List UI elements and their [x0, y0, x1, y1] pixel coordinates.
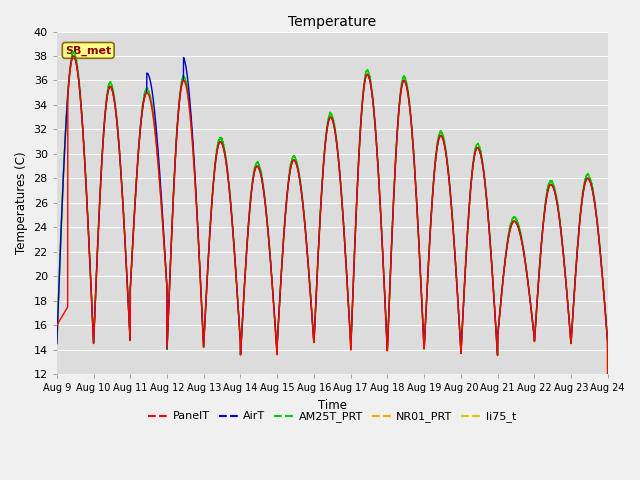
Title: Temperature: Temperature: [288, 15, 376, 29]
Y-axis label: Temperatures (C): Temperatures (C): [15, 152, 28, 254]
Text: SB_met: SB_met: [65, 45, 111, 56]
Legend: PanelT, AirT, AM25T_PRT, NR01_PRT, li75_t: PanelT, AirT, AM25T_PRT, NR01_PRT, li75_…: [144, 407, 520, 427]
X-axis label: Time: Time: [318, 399, 347, 412]
